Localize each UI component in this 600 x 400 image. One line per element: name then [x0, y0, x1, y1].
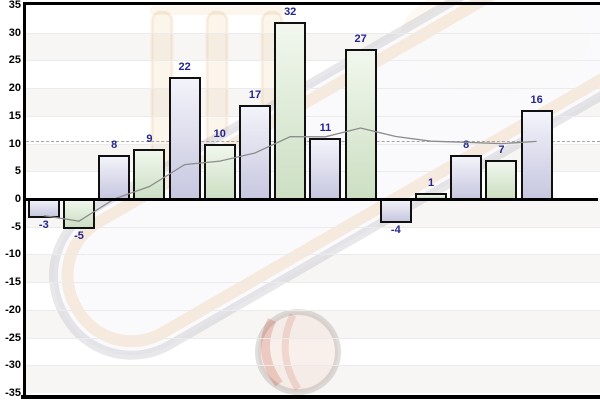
gridline	[24, 226, 600, 228]
bar	[485, 160, 518, 200]
bar	[274, 21, 307, 200]
bar	[309, 138, 342, 200]
bar-value-label: 32	[284, 5, 297, 18]
bar-value-label: 16	[530, 94, 543, 107]
bar-value-label: 17	[248, 88, 262, 101]
bar	[239, 104, 271, 200]
bar-value-label: 10	[213, 127, 226, 140]
bar	[379, 198, 412, 224]
bar-value-label: 1	[427, 177, 435, 190]
bar-value-label: 7	[498, 144, 505, 157]
top-border-line	[23, 2, 600, 5]
bar	[63, 198, 95, 229]
y-tick-label: -25	[5, 331, 21, 344]
bar-value-label: 22	[178, 61, 191, 74]
bar	[27, 198, 60, 218]
bar-value-label: 27	[354, 33, 367, 46]
bar	[98, 154, 131, 200]
gridline	[24, 115, 600, 117]
y-tick-label: 10	[8, 137, 21, 150]
gridline	[24, 282, 600, 284]
y-tick-label: -5	[11, 220, 21, 233]
y-tick-label: 0	[14, 193, 21, 205]
gridline	[24, 60, 600, 62]
y-tick-label: -15	[5, 276, 21, 289]
bar-value-label: -3	[38, 218, 49, 231]
bar	[344, 49, 377, 200]
bar-value-label: -4	[390, 224, 401, 237]
y-tick-label: -35	[5, 387, 21, 399]
bar-value-label: 8	[463, 138, 470, 151]
gridline	[24, 32, 600, 34]
cricket-ball-icon	[255, 309, 341, 395]
bar-value-label: 11	[319, 122, 332, 135]
zero-baseline	[24, 197, 598, 201]
gridline	[24, 365, 600, 367]
y-tick-label: -10	[5, 248, 21, 261]
y-tick-label: 5	[14, 165, 21, 178]
bar	[168, 77, 201, 200]
gridline	[24, 88, 600, 90]
bar	[520, 110, 553, 200]
bar	[203, 143, 236, 200]
bottom-border-line	[21, 395, 600, 399]
y-tick-label: 35	[8, 0, 21, 11]
y-tick-label: -20	[5, 303, 21, 316]
y-tick-label: 30	[8, 26, 21, 39]
bar-value-label: 9	[146, 133, 153, 146]
y-axis-line	[23, 2, 26, 399]
gridline	[24, 254, 600, 256]
y-tick-label: 20	[8, 82, 21, 95]
bar	[450, 154, 483, 200]
y-tick-label: 15	[8, 109, 21, 122]
y-tick-label: -30	[5, 359, 21, 372]
gridline	[24, 337, 600, 339]
bar	[133, 149, 166, 200]
bar-value-label: -5	[74, 229, 84, 242]
gridline	[24, 309, 600, 311]
bar-value-label: 8	[111, 138, 118, 151]
y-tick-label: 25	[8, 54, 21, 67]
